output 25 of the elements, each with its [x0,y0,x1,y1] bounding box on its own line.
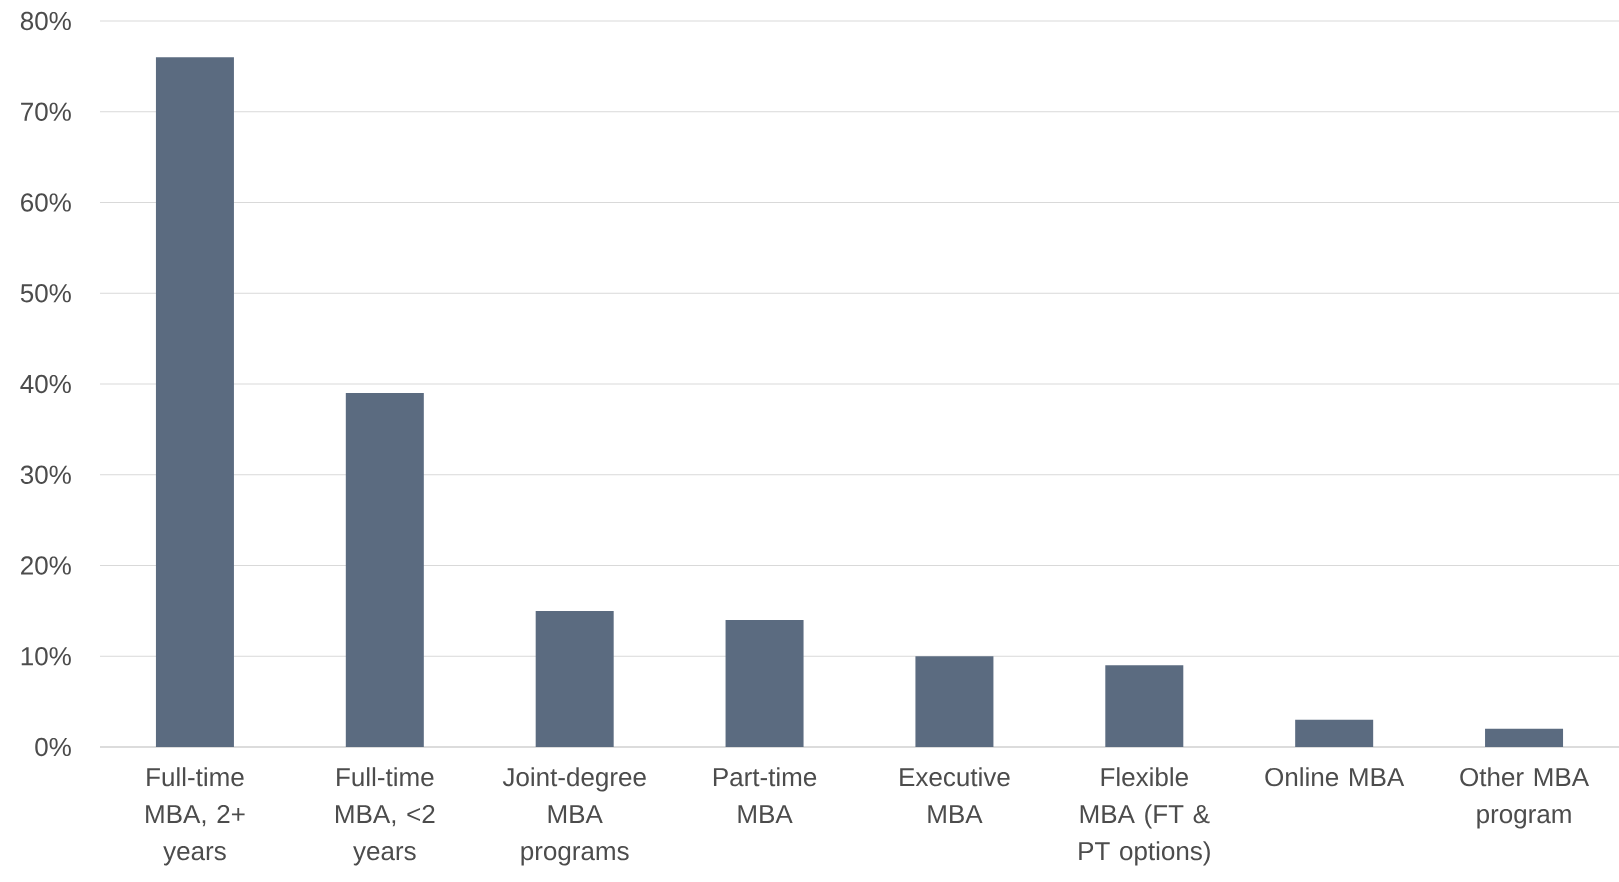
x-tick-label: Online MBA [1265,767,1405,787]
y-tick-label: 30% [20,465,71,484]
y-tick-label: 70% [21,102,71,121]
y-tick-label: 60% [21,193,71,212]
bar [725,619,804,747]
y-tick-label: 20% [21,556,71,575]
x-tick-label: Flexible MBA (FT & PT options) [1079,767,1210,866]
y-tick-label: 80% [20,11,71,31]
y-tick-label: 50% [20,284,71,303]
bar [345,393,424,747]
bar [155,57,234,747]
bar [915,656,994,747]
bar [1105,665,1184,747]
bar [535,610,614,747]
x-tick-label: Executive MBA [900,767,1010,824]
bar [1485,728,1564,747]
x-tick-label: Full-time MBA, <2 years [336,767,435,866]
y-tick-label: 40% [20,374,71,394]
x-tick-label: Part-time MBA [713,767,817,824]
bar [1295,719,1374,747]
y-tick-label: 0% [35,737,71,757]
x-tick-label: Joint-degree MBA programs [502,767,646,866]
x-tick-label: Full-time MBA, 2+ years [146,767,245,866]
y-tick-label: 10% [21,647,71,666]
x-tick-label: Other MBA program [1460,767,1590,829]
